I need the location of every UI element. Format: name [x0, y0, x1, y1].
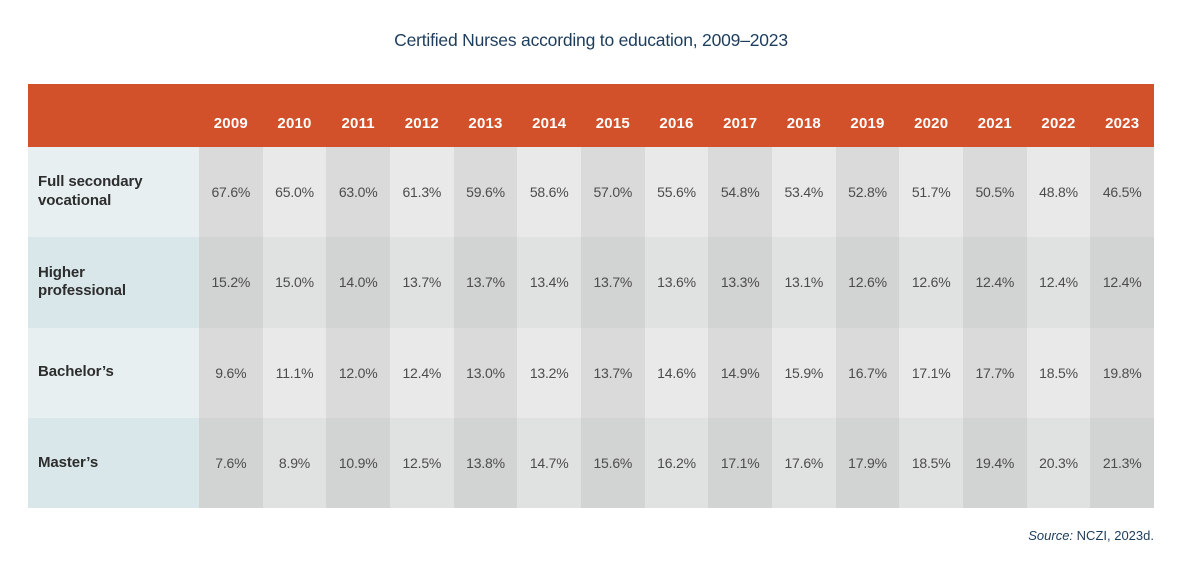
year-header-2010: 2010 — [262, 84, 327, 147]
table-cell-2009: 67.6% — [199, 147, 263, 238]
education-table: 2009 2010 2011 2012 2013 2014 2015 2016 2017 2018… — [28, 84, 1154, 508]
table-cell-2016: 14.6% — [644, 327, 709, 418]
table-cell-2015: 13.7% — [581, 327, 645, 418]
table-cell-2015: 57.0% — [581, 147, 645, 238]
table-cell-2011: 63.0% — [326, 147, 390, 238]
table-cell-2009: 9.6% — [199, 327, 263, 418]
table-cell-2010: 8.9% — [262, 417, 327, 508]
table-cell-2021: 12.4% — [963, 237, 1027, 328]
year-header-2011: 2011 — [326, 84, 390, 147]
table-cell-2022: 48.8% — [1026, 147, 1091, 238]
table-cell-2015: 15.6% — [581, 417, 645, 508]
table-cell-2009: 7.6% — [199, 417, 263, 508]
table-cell-2011: 10.9% — [326, 417, 390, 508]
table-cell-2011: 12.0% — [326, 327, 390, 418]
header-corner-cell — [28, 84, 199, 147]
table-cell-2012: 12.4% — [390, 327, 454, 418]
row-label: Full secondary vocational — [28, 147, 199, 238]
table-cell-2011: 14.0% — [326, 237, 390, 328]
row-label-text: Full secondary vocational — [38, 173, 143, 210]
year-header-2022: 2022 — [1026, 84, 1091, 147]
table-cell-2022: 18.5% — [1026, 327, 1091, 418]
table-cell-2023: 21.3% — [1090, 417, 1154, 508]
table-cell-2013: 13.7% — [453, 237, 518, 328]
table-cell-2017: 13.3% — [708, 237, 772, 328]
table-cell-2012: 12.5% — [390, 417, 454, 508]
year-header-2016: 2016 — [644, 84, 709, 147]
table-cell-2012: 13.7% — [390, 237, 454, 328]
table-cell-2017: 14.9% — [708, 327, 772, 418]
row-label: Higher professional — [28, 237, 199, 328]
year-header-2015: 2015 — [581, 84, 645, 147]
table-cell-2018: 15.9% — [772, 327, 836, 418]
table-cell-2010: 11.1% — [262, 327, 327, 418]
table-cell-2013: 13.8% — [453, 417, 518, 508]
table-cell-2021: 17.7% — [963, 327, 1027, 418]
row-label-text: Bachelor’s — [38, 363, 114, 381]
row-label: Master’s — [28, 417, 199, 508]
year-header-2017: 2017 — [708, 84, 772, 147]
table-cell-2016: 13.6% — [644, 237, 709, 328]
table-cell-2015: 13.7% — [581, 237, 645, 328]
row-label-text: Higher professional — [38, 263, 126, 300]
chart-title: Certified Nurses according to education,… — [394, 30, 788, 50]
table-cell-2013: 13.0% — [453, 327, 518, 418]
table-cell-2010: 15.0% — [262, 237, 327, 328]
table-cell-2018: 13.1% — [772, 237, 836, 328]
year-header-2020: 2020 — [899, 84, 963, 147]
table-cell-2019: 12.6% — [835, 237, 900, 328]
table-cell-2022: 12.4% — [1026, 237, 1091, 328]
table-cell-2019: 17.9% — [835, 417, 900, 508]
table-cell-2014: 14.7% — [517, 417, 581, 508]
table-cell-2013: 59.6% — [453, 147, 518, 238]
table-cell-2010: 65.0% — [262, 147, 327, 238]
table-cell-2017: 54.8% — [708, 147, 772, 238]
table-cell-2023: 46.5% — [1090, 147, 1154, 238]
table-cell-2023: 12.4% — [1090, 237, 1154, 328]
table-cell-2021: 50.5% — [963, 147, 1027, 238]
table-cell-2016: 55.6% — [644, 147, 709, 238]
table-cell-2018: 53.4% — [772, 147, 836, 238]
row-label: Bachelor’s — [28, 327, 199, 418]
source-text: NCZI, 2023d. — [1076, 528, 1154, 543]
year-header-2009: 2009 — [199, 84, 263, 147]
year-header-2018: 2018 — [772, 84, 836, 147]
table-cell-2018: 17.6% — [772, 417, 836, 508]
year-header-2013: 2013 — [453, 84, 518, 147]
table-cell-2023: 19.8% — [1090, 327, 1154, 418]
table-cell-2017: 17.1% — [708, 417, 772, 508]
table-cell-2020: 17.1% — [899, 327, 963, 418]
year-header-2019: 2019 — [835, 84, 900, 147]
table-cell-2014: 13.4% — [517, 237, 581, 328]
table-cell-2020: 51.7% — [899, 147, 963, 238]
source-label: Source: — [1028, 528, 1074, 543]
table-cell-2020: 18.5% — [899, 417, 963, 508]
table-cell-2014: 13.2% — [517, 327, 581, 418]
row-label-text: Master’s — [38, 453, 99, 471]
table-cell-2021: 19.4% — [963, 417, 1027, 508]
table-cell-2014: 58.6% — [517, 147, 581, 238]
year-header-2021: 2021 — [963, 84, 1027, 147]
table-cell-2019: 16.7% — [835, 327, 900, 418]
year-header-2012: 2012 — [390, 84, 454, 147]
year-header-2023: 2023 — [1090, 84, 1154, 147]
table-cell-2022: 20.3% — [1026, 417, 1091, 508]
table-cell-2012: 61.3% — [390, 147, 454, 238]
year-header-2014: 2014 — [517, 84, 581, 147]
table-cell-2009: 15.2% — [199, 237, 263, 328]
source-note: Source: NCZI, 2023d. — [28, 528, 1154, 543]
table-cell-2016: 16.2% — [644, 417, 709, 508]
table-cell-2019: 52.8% — [835, 147, 900, 238]
table-cell-2020: 12.6% — [899, 237, 963, 328]
